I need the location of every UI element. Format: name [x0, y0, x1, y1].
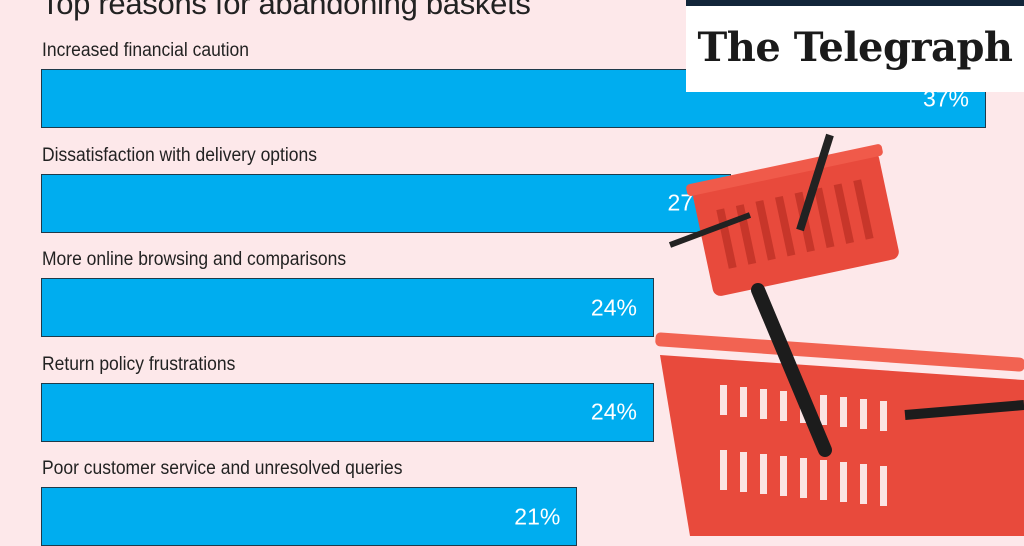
- logo-text: The Telegraph: [697, 24, 1013, 71]
- value-label: 24%: [590, 294, 637, 320]
- category-label: More online browsing and comparisons: [42, 249, 347, 270]
- telegraph-logo: The Telegraph: [686, 0, 1024, 92]
- basket-bottom: [655, 332, 1024, 536]
- bar: 27%: [41, 173, 731, 233]
- chart-title: Top reasons for abandoning baskets: [41, 0, 531, 21]
- basket-top: [686, 144, 899, 296]
- value-label: 21%: [514, 503, 561, 529]
- category-label: Return policy frustrations: [42, 353, 236, 375]
- bar: 24%: [41, 382, 654, 442]
- category-label: Dissatisfaction with delivery options: [42, 144, 317, 166]
- bar: 24%: [41, 278, 654, 337]
- logo-strip: [686, 0, 1024, 6]
- bar: 21%: [41, 487, 578, 546]
- category-label: Poor customer service and unresolved que…: [42, 458, 403, 479]
- shopping-baskets-image: [655, 133, 1024, 536]
- category-label: Increased financial caution: [42, 40, 249, 61]
- value-label: 24%: [590, 398, 637, 425]
